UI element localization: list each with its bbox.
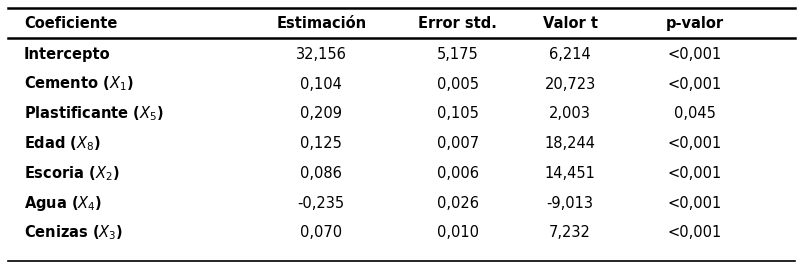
Text: 20,723: 20,723 [544, 76, 595, 92]
Text: 0,105: 0,105 [436, 106, 478, 121]
Text: 0,086: 0,086 [300, 166, 342, 181]
Text: 0,010: 0,010 [436, 225, 478, 240]
Text: 2,003: 2,003 [549, 106, 590, 121]
Text: Escoria ($X_2$): Escoria ($X_2$) [24, 164, 119, 183]
Text: <0,001: <0,001 [666, 76, 721, 92]
Text: Agua ($X_4$): Agua ($X_4$) [24, 194, 102, 213]
Text: Edad ($X_8$): Edad ($X_8$) [24, 134, 101, 153]
Text: Error std.: Error std. [418, 16, 496, 30]
Text: 0,209: 0,209 [300, 106, 342, 121]
Text: Cemento ($X_1$): Cemento ($X_1$) [24, 75, 133, 93]
Text: 0,006: 0,006 [436, 166, 478, 181]
Text: 5,175: 5,175 [436, 47, 478, 62]
Text: <0,001: <0,001 [666, 136, 721, 151]
Text: -0,235: -0,235 [298, 196, 344, 211]
Text: Cenizas ($X_3$): Cenizas ($X_3$) [24, 224, 124, 242]
Text: -9,013: -9,013 [546, 196, 593, 211]
Text: 0,026: 0,026 [436, 196, 478, 211]
Text: Plastificante ($X_5$): Plastificante ($X_5$) [24, 104, 164, 123]
Text: 0,007: 0,007 [436, 136, 478, 151]
Text: Estimación: Estimación [276, 16, 366, 30]
Text: 6,214: 6,214 [549, 47, 590, 62]
Text: <0,001: <0,001 [666, 166, 721, 181]
Text: <0,001: <0,001 [666, 225, 721, 240]
Text: p-valor: p-valor [665, 16, 723, 30]
Text: 14,451: 14,451 [544, 166, 595, 181]
Text: 0,104: 0,104 [300, 76, 342, 92]
Text: 18,244: 18,244 [544, 136, 595, 151]
Text: 0,125: 0,125 [300, 136, 342, 151]
Text: 0,045: 0,045 [673, 106, 715, 121]
Text: 0,005: 0,005 [436, 76, 478, 92]
Text: Intercepto: Intercepto [24, 47, 111, 62]
Text: Coeficiente: Coeficiente [24, 16, 117, 30]
Text: <0,001: <0,001 [666, 196, 721, 211]
Text: Valor t: Valor t [542, 16, 597, 30]
Text: 0,070: 0,070 [300, 225, 342, 240]
Text: <0,001: <0,001 [666, 47, 721, 62]
Text: 32,156: 32,156 [295, 47, 346, 62]
Text: 7,232: 7,232 [549, 225, 590, 240]
